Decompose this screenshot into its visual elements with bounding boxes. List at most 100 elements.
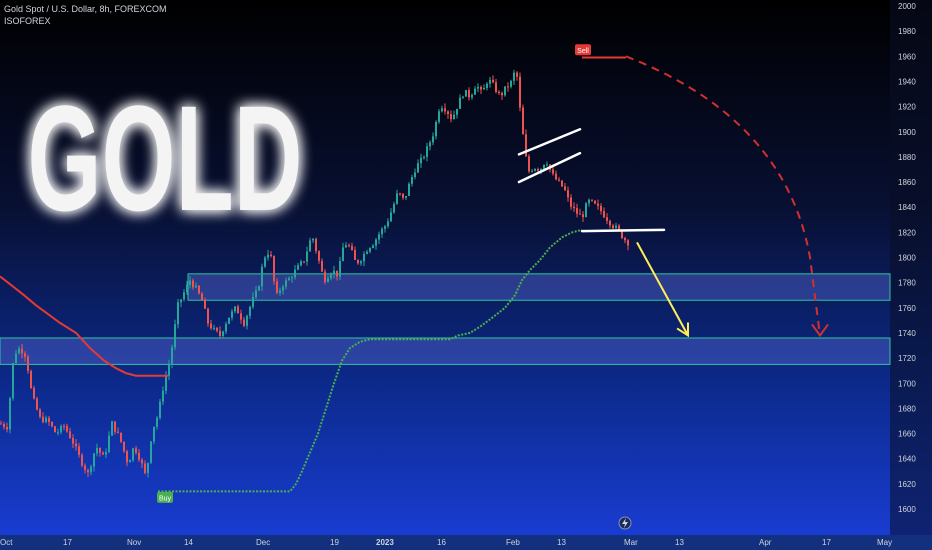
lightning-glyph: [622, 518, 628, 528]
candle-body: [360, 261, 362, 264]
candle-body: [456, 108, 458, 115]
candle-body: [183, 292, 185, 300]
candle-body: [267, 254, 269, 258]
y-tick-label: 1900: [898, 128, 916, 137]
y-tick-label: 1880: [898, 153, 916, 162]
candle-body: [213, 327, 215, 329]
candle-body: [309, 240, 311, 252]
candle-body: [513, 72, 515, 81]
candle-body: [561, 180, 563, 187]
candle-body: [210, 323, 212, 329]
candle-body: [333, 270, 335, 274]
candle-body: [63, 425, 65, 427]
candle-body: [381, 228, 383, 235]
candle-body: [36, 398, 38, 410]
candle-body: [606, 217, 608, 221]
x-tick-label: Oct: [0, 538, 13, 547]
candle-body: [105, 452, 107, 455]
candle-body: [477, 86, 479, 89]
candle-body: [15, 353, 17, 364]
y-tick-label: 1740: [898, 329, 916, 338]
candle-body: [585, 203, 587, 218]
y-tick-label: 1640: [898, 455, 916, 464]
candle-body: [366, 251, 368, 254]
candle-body: [108, 435, 110, 453]
candle-body: [531, 170, 533, 172]
candle-body: [627, 240, 629, 246]
candle-body: [375, 239, 377, 246]
candle-body: [162, 390, 164, 402]
candle-body: [294, 269, 296, 278]
candle-body: [42, 416, 44, 423]
candle-body: [51, 421, 53, 427]
candle-body: [153, 426, 155, 442]
x-tick-label: Mar: [624, 538, 638, 547]
candle-body: [459, 97, 461, 109]
candle-body: [339, 261, 341, 277]
candle-body: [471, 94, 473, 98]
candle-body: [504, 86, 506, 96]
candle-body: [132, 448, 134, 461]
y-tick-label: 1840: [898, 203, 916, 212]
y-tick-label: 1720: [898, 354, 916, 363]
zones: [0, 273, 891, 365]
x-tick-label: Dec: [256, 538, 270, 547]
candle-body: [453, 114, 455, 120]
candle-body: [81, 454, 83, 466]
supertrend-green-line: [158, 228, 583, 493]
candle-body: [522, 107, 524, 135]
candle-body: [399, 193, 401, 195]
candle-body: [300, 261, 302, 266]
candle-body: [492, 79, 494, 83]
red-arrow-head: [811, 323, 829, 338]
red-arrow-curve: [625, 55, 821, 336]
y-axis[interactable]: 1600 1620 1640 1660 1680 1700 1720 1740 1760 1780…: [898, 2, 916, 514]
candle-body: [297, 265, 299, 270]
x-tick-label: Nov: [127, 538, 141, 547]
candle-body: [129, 460, 131, 463]
candle-body: [591, 199, 593, 201]
x-axis[interactable]: Oct 17 Nov 14 Dec 19 2023 16 Feb 13 Mar 13 Apr 17 May: [0, 538, 892, 547]
chart-title: Gold Spot / U.S. Dollar, 8h, FOREXCOM: [4, 4, 167, 14]
candle-body: [519, 76, 521, 108]
candle-body: [261, 266, 263, 287]
y-tick-label: 1780: [898, 279, 916, 288]
candle-body: [354, 250, 356, 260]
candle-body: [159, 401, 161, 418]
candle-body: [39, 409, 41, 417]
candle-body: [393, 203, 395, 213]
candle-body: [330, 273, 332, 279]
candle-body: [327, 278, 329, 283]
candle-body: [291, 277, 293, 279]
trendline: [580, 228, 666, 233]
candle-body: [222, 331, 224, 336]
candle-body: [228, 317, 230, 324]
candle-body: [372, 245, 374, 249]
candle-body: [315, 238, 317, 252]
candle-body: [465, 90, 467, 97]
candle-body: [474, 88, 476, 95]
candle-body: [378, 234, 380, 240]
candle-body: [432, 136, 434, 143]
candle-body: [588, 199, 590, 204]
x-tick-label: 17: [822, 538, 831, 547]
candle-body: [189, 280, 191, 285]
candle-body: [351, 245, 353, 251]
candle-body: [90, 466, 92, 473]
candle-body: [99, 447, 101, 453]
candle-body: [306, 251, 308, 262]
candle-body: [417, 163, 419, 173]
candle-body: [534, 168, 536, 171]
candle-body: [57, 432, 59, 434]
candle-body: [303, 261, 305, 263]
candle-body: [540, 168, 542, 171]
candle-body: [165, 375, 167, 391]
candle-body: [138, 452, 140, 460]
candle-body: [528, 156, 530, 172]
candle-body: [537, 168, 539, 171]
candle-body: [288, 278, 290, 281]
candle-body: [33, 388, 35, 399]
candle-body: [543, 164, 545, 169]
